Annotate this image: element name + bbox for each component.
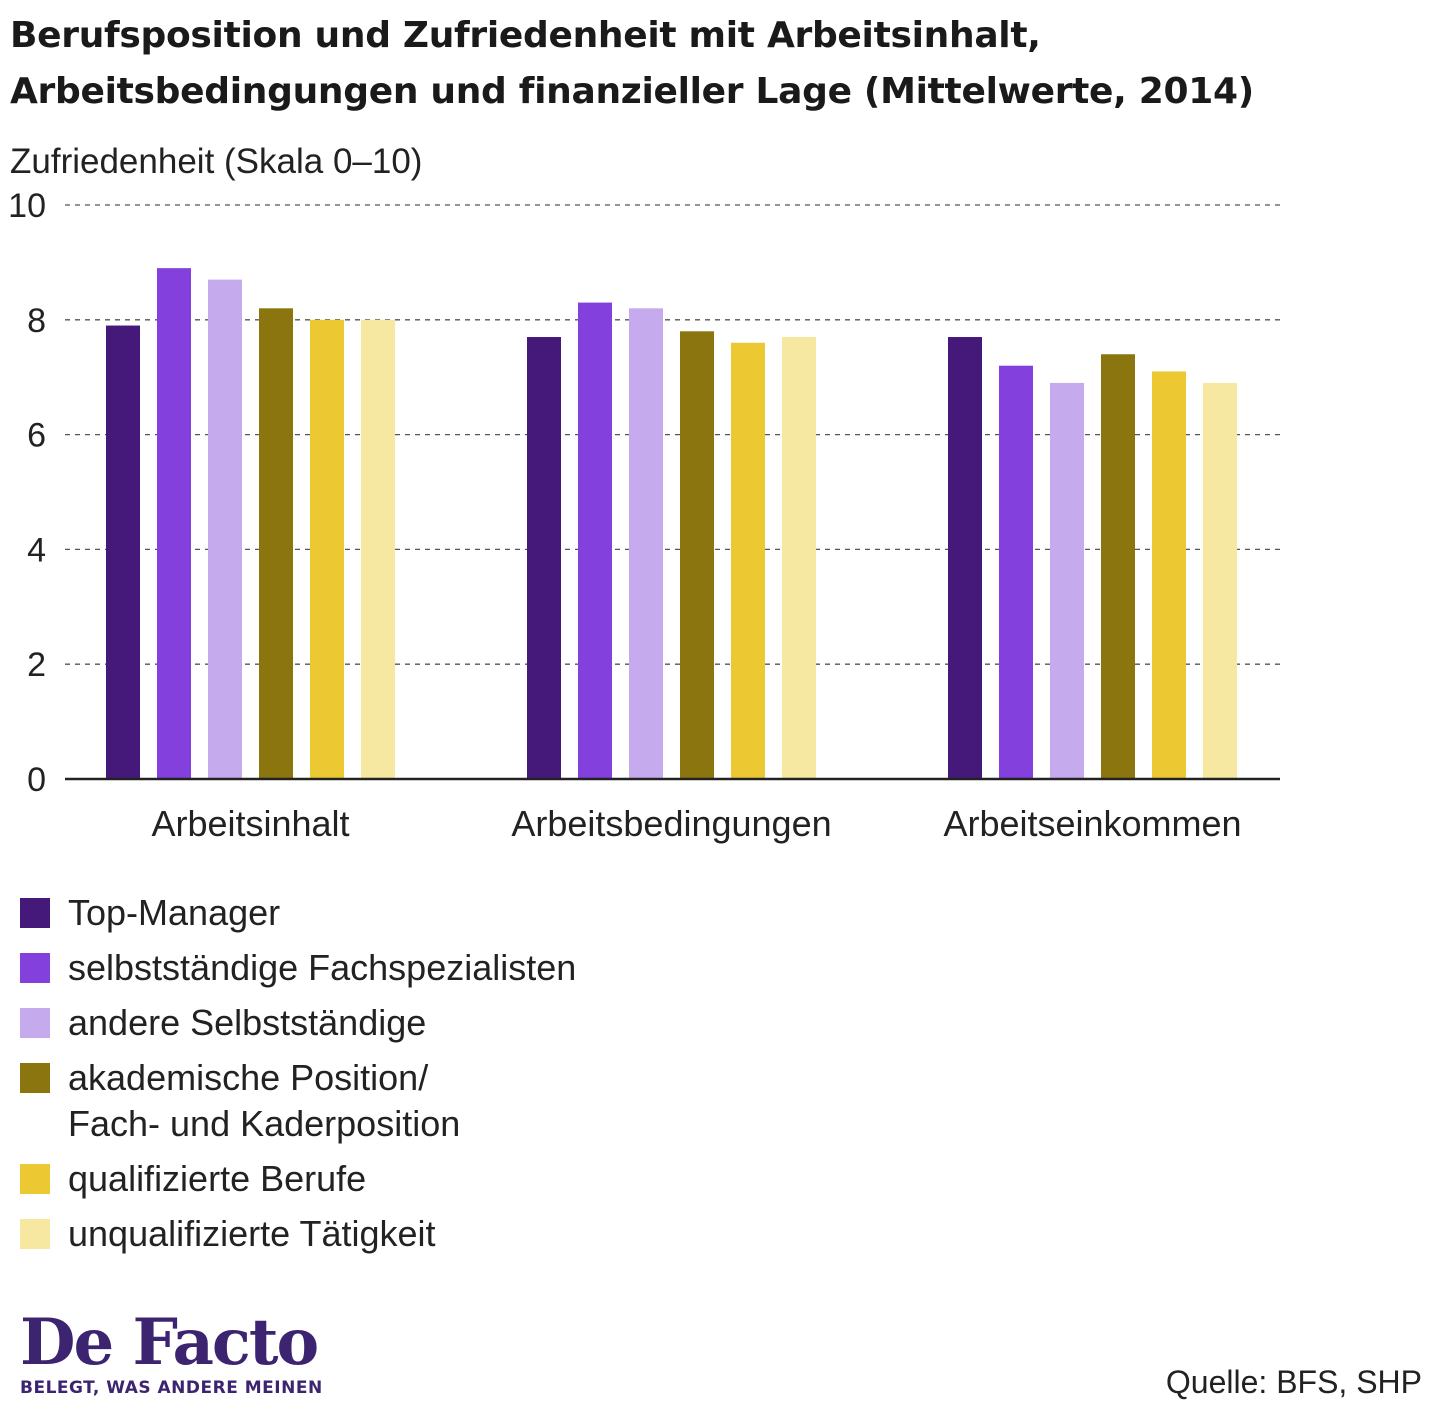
bar-3-3 <box>1050 382 1084 779</box>
y-tick-label: 10 <box>8 187 46 225</box>
x-tick-labels: Arbeitsinhalt Arbeitsbedingungen Arbeitsei… <box>151 803 1241 844</box>
bar-1-5 <box>310 319 344 779</box>
defacto-logo: De Facto BELEGT, WAS ANDERE MEINEN <box>20 1305 323 1399</box>
legend-label: Top-Manager <box>68 892 281 933</box>
legend-swatch <box>20 1219 50 1249</box>
bar-3-6 <box>1203 382 1237 779</box>
y-tick-label: 4 <box>27 531 46 569</box>
y-axis-label: Zufriedenheit (Skala 0–10) <box>10 142 423 181</box>
legend-swatch <box>20 898 50 928</box>
legend-swatch <box>20 953 50 983</box>
title-line-1: Berufsposition und Zufriedenheit mit Arb… <box>10 15 1041 56</box>
legend-label: selbstständige Fachspezialisten <box>68 947 577 988</box>
source-note: Quelle: BFS, SHP <box>1165 1364 1422 1400</box>
bar-2-3 <box>629 308 663 779</box>
bar-2-5 <box>731 342 765 779</box>
chart-title: Berufsposition und Zufriedenheit mit Arb… <box>10 8 1430 120</box>
logo-tagline: BELEGT, WAS ANDERE MEINEN <box>20 1378 323 1398</box>
legend-swatch <box>20 1063 50 1093</box>
legend-label: unqualifizierte Tätigkeit <box>68 1213 436 1254</box>
legend-item: andere Selbstständige <box>20 1000 576 1046</box>
y-tick-label: 6 <box>27 417 46 455</box>
legend-label: andere Selbstständige <box>68 1002 427 1043</box>
legend-swatch <box>20 1008 50 1038</box>
y-tick-label: 0 <box>27 761 46 799</box>
legend-item: qualifizierte Berufe <box>20 1156 576 1202</box>
legend-swatch <box>20 1164 50 1194</box>
bar-2-4 <box>680 331 714 779</box>
x-tick-label: Arbeitsinhalt <box>151 803 349 844</box>
bar-3-2 <box>999 365 1033 779</box>
bar-1-1 <box>106 325 140 779</box>
bars <box>106 268 1237 779</box>
legend-label: qualifizierte Berufe <box>68 1158 367 1199</box>
y-tick-label: 8 <box>27 302 46 340</box>
bar-2-1 <box>527 337 561 779</box>
bar-1-3 <box>208 279 242 779</box>
bar-3-4 <box>1101 354 1135 779</box>
legend-item: Top-Manager <box>20 890 576 936</box>
gridlines <box>65 204 1280 665</box>
x-tick-label: Arbeitsbedingungen <box>511 803 831 844</box>
legend: Top-Manager selbstständige Fachspezialist… <box>20 890 576 1266</box>
bar-3-1 <box>948 337 982 779</box>
y-tick-label: 2 <box>27 646 46 684</box>
bar-1-2 <box>157 268 191 779</box>
bar-2-6 <box>782 337 816 779</box>
legend-item: akademische Position/ Fach- und Kaderpos… <box>20 1055 576 1147</box>
bar-2-2 <box>578 302 612 779</box>
y-tick-labels: 0 2 4 6 8 10 <box>8 187 46 799</box>
logo-wordmark: De Facto <box>20 1305 319 1380</box>
bar-3-5 <box>1152 371 1186 779</box>
bar-1-6 <box>361 319 395 779</box>
legend-item: selbstständige Fachspezialisten <box>20 945 576 991</box>
x-tick-label: Arbeitseinkommen <box>943 803 1241 844</box>
bar-1-4 <box>259 308 293 779</box>
legend-label: akademische Position/ Fach- und Kaderpos… <box>68 1057 461 1144</box>
legend-item: unqualifizierte Tätigkeit <box>20 1211 576 1257</box>
title-line-2: Arbeitsbedingungen und finanzieller Lage… <box>10 71 1254 112</box>
